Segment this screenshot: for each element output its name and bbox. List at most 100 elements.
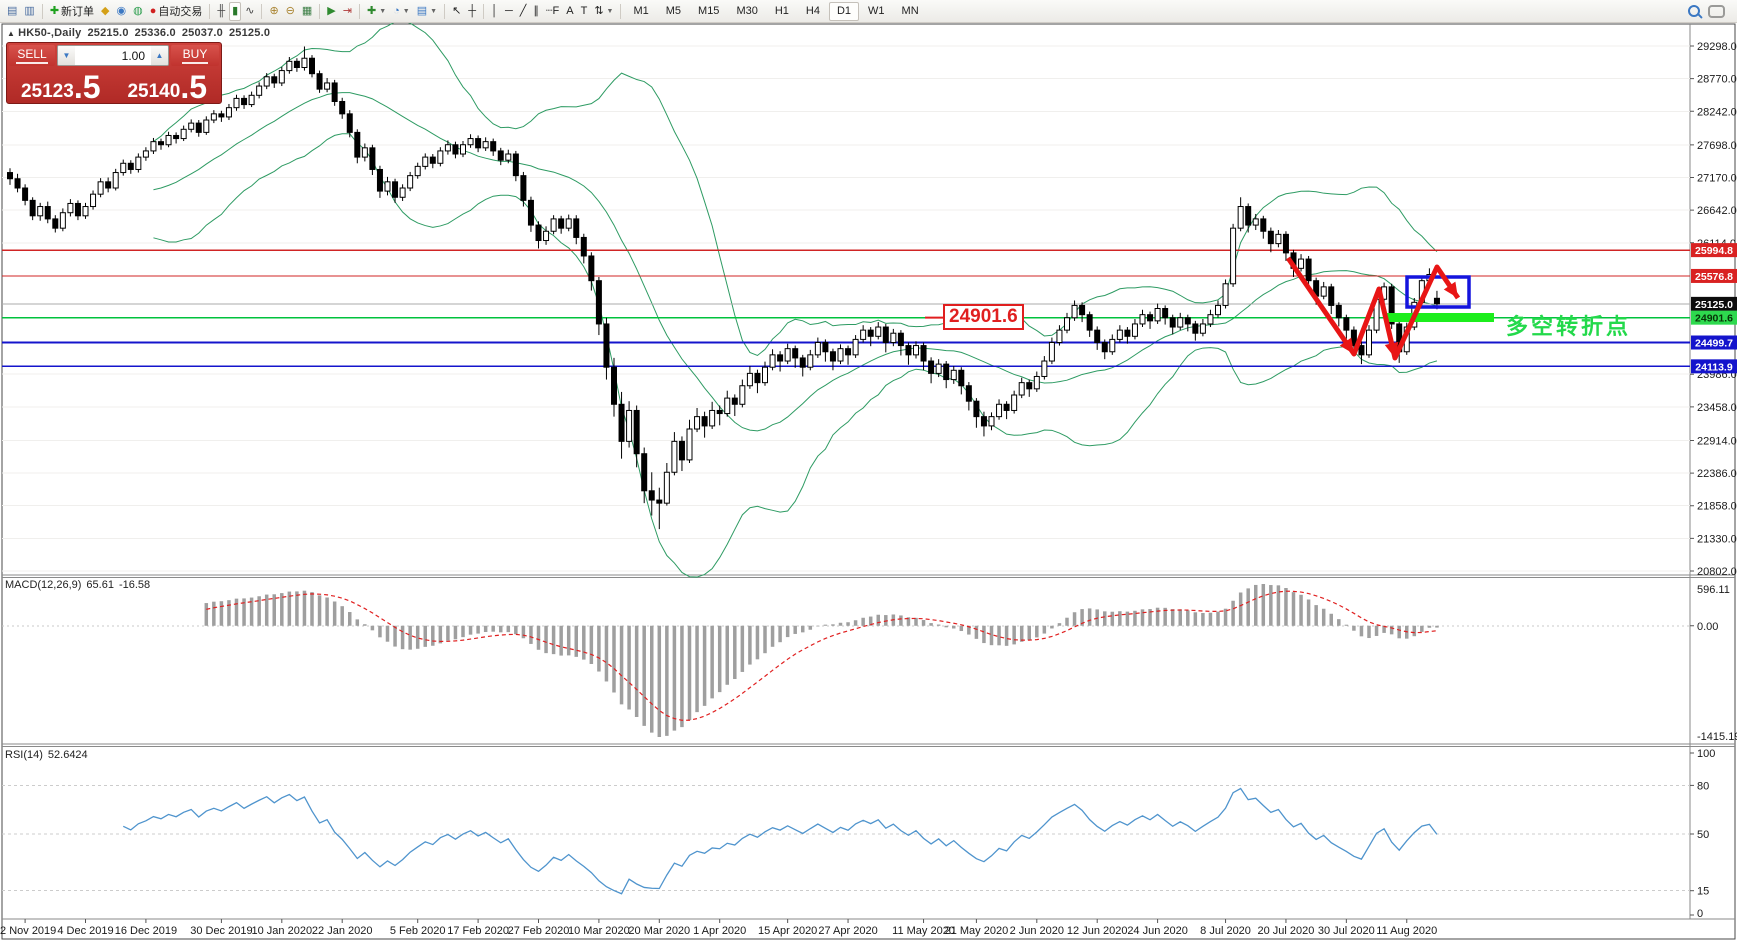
- chat-icon[interactable]: [1708, 4, 1725, 18]
- autotrade-button-label: 自动交易: [158, 6, 203, 18]
- rsi-value: 52.6424: [47, 749, 88, 761]
- search-icon[interactable]: [1688, 5, 1700, 17]
- candle-body: [399, 187, 406, 198]
- tf-mn[interactable]: MN: [894, 3, 927, 20]
- market-icon-glyph: ◆: [101, 4, 110, 17]
- candle-body: [1162, 308, 1169, 319]
- candle-body: [671, 440, 678, 473]
- tf-m1[interactable]: M1: [625, 3, 656, 20]
- candles-chart-icon-glyph: ▮: [232, 4, 239, 17]
- candle-body: [384, 181, 391, 192]
- collapse-panel-icon[interactable]: ▲: [7, 29, 16, 38]
- zoom-in-icon[interactable]: ⊕: [266, 3, 281, 20]
- tf-d1[interactable]: D1: [828, 1, 860, 21]
- sell-price-main: 25123: [20, 81, 74, 102]
- rsi-axis-label: 15: [1697, 886, 1709, 898]
- label-icon[interactable]: T: [578, 3, 591, 20]
- candle-body: [882, 326, 889, 343]
- time-axis-label: 27 Feb 2020: [508, 925, 570, 937]
- bollinger-middle-band: [153, 92, 1438, 432]
- price-callout-label[interactable]: 24901.6: [943, 304, 1024, 330]
- candle-body: [105, 181, 112, 189]
- tf-h4[interactable]: H4: [798, 3, 828, 20]
- periods-button[interactable]: ◔ ▼: [390, 3, 413, 20]
- arrows-icon[interactable]: ⇅ ▼: [591, 3, 616, 20]
- volume-increase-button[interactable]: ▲: [151, 46, 168, 65]
- tf-m15[interactable]: M15: [690, 3, 727, 20]
- candle-body: [331, 82, 338, 102]
- templates-button[interactable]: ▤ ▼: [414, 3, 440, 20]
- templates-button-caret-icon[interactable]: ▼: [430, 7, 438, 15]
- candle-body: [1282, 233, 1289, 254]
- candle-body: [158, 141, 164, 146]
- price-line-badge-label: 25125.0: [1695, 299, 1733, 311]
- candle-body: [678, 440, 685, 461]
- periods-button-caret-icon[interactable]: ▼: [402, 7, 410, 15]
- candle-body: [543, 230, 550, 242]
- candle-body: [188, 122, 195, 130]
- indicators-button[interactable]: ✚ ▼: [364, 3, 389, 20]
- turning-point-annotation[interactable]: 多空转折点: [1506, 314, 1632, 339]
- buy-button[interactable]: BUY: [171, 45, 219, 66]
- tf-w1[interactable]: W1: [860, 3, 893, 20]
- candle-body: [1433, 297, 1440, 305]
- candle-body: [648, 490, 655, 501]
- new-chart-icon[interactable]: ▤: [4, 3, 20, 20]
- tf-d1-label: D1: [836, 5, 852, 17]
- tf-h1[interactable]: H1: [767, 3, 797, 20]
- sell-price[interactable]: 25123.5: [9, 67, 113, 103]
- tile-windows-icon[interactable]: ▦: [299, 3, 315, 20]
- candle-body: [1215, 304, 1221, 316]
- community-icon[interactable]: ◉: [114, 3, 130, 20]
- cursor-icon[interactable]: ↖: [449, 3, 464, 20]
- candle-body: [1335, 304, 1342, 319]
- tf-mn-label: MN: [901, 5, 919, 17]
- profiles-icon[interactable]: ▥: [21, 3, 37, 20]
- volume-decrease-button[interactable]: ▼: [58, 46, 75, 65]
- crosshair-icon[interactable]: ┼: [465, 3, 479, 20]
- candle-body: [241, 97, 248, 106]
- line-chart-icon[interactable]: ∿: [242, 3, 257, 20]
- new-order-button[interactable]: ✚ 新订单: [47, 3, 97, 20]
- candle-body: [1320, 286, 1327, 297]
- vline-icon[interactable]: │: [488, 3, 501, 20]
- autotrade-button[interactable]: ● 自动交易: [147, 3, 206, 20]
- toolbar-separator: [620, 3, 622, 19]
- tf-m5[interactable]: M5: [658, 3, 689, 20]
- chart-shift-icon[interactable]: ⇥: [340, 3, 355, 20]
- fibo-icon[interactable]: ┈F: [543, 3, 562, 20]
- candle-body: [1177, 317, 1184, 328]
- volume-input[interactable]: 1.00: [75, 46, 151, 65]
- candle-body: [535, 224, 542, 242]
- autoscroll-icon[interactable]: ▶: [324, 3, 338, 20]
- sell-button-label: SELL: [16, 47, 48, 64]
- candle-body: [1260, 218, 1267, 232]
- channel-icon[interactable]: ∥: [530, 3, 542, 20]
- signals-icon[interactable]: ◍: [130, 3, 146, 20]
- candle-body: [973, 400, 980, 418]
- candle-body: [173, 134, 180, 140]
- arrows-icon-caret-icon[interactable]: ▼: [606, 7, 614, 15]
- text-icon[interactable]: A: [563, 3, 576, 20]
- candle-body: [867, 329, 874, 337]
- buy-price[interactable]: 25140.5: [116, 67, 220, 103]
- candle-body: [1018, 382, 1025, 396]
- rsi-axis-label: 0: [1697, 908, 1703, 920]
- market-icon[interactable]: ◆: [98, 3, 112, 20]
- sell-button[interactable]: SELL: [9, 45, 55, 66]
- bars-chart-icon[interactable]: ╫: [214, 3, 228, 20]
- price-axis-label: 27698.0: [1697, 140, 1737, 152]
- price-axis-label: 23458.0: [1697, 402, 1737, 414]
- candle-body: [44, 206, 51, 220]
- zoom-out-icon[interactable]: ⊖: [283, 3, 298, 20]
- trendline-icon[interactable]: ╱: [517, 3, 530, 20]
- tf-m30[interactable]: M30: [728, 3, 765, 20]
- candle-body: [1064, 317, 1070, 331]
- time-axis-label: 10 Mar 2020: [568, 925, 630, 937]
- candle-body: [1358, 345, 1365, 356]
- indicators-button-caret-icon[interactable]: ▼: [379, 7, 387, 15]
- hline-icon[interactable]: ─: [502, 3, 516, 20]
- candle-body: [1245, 206, 1252, 226]
- candles-chart-icon[interactable]: ▮: [229, 1, 242, 21]
